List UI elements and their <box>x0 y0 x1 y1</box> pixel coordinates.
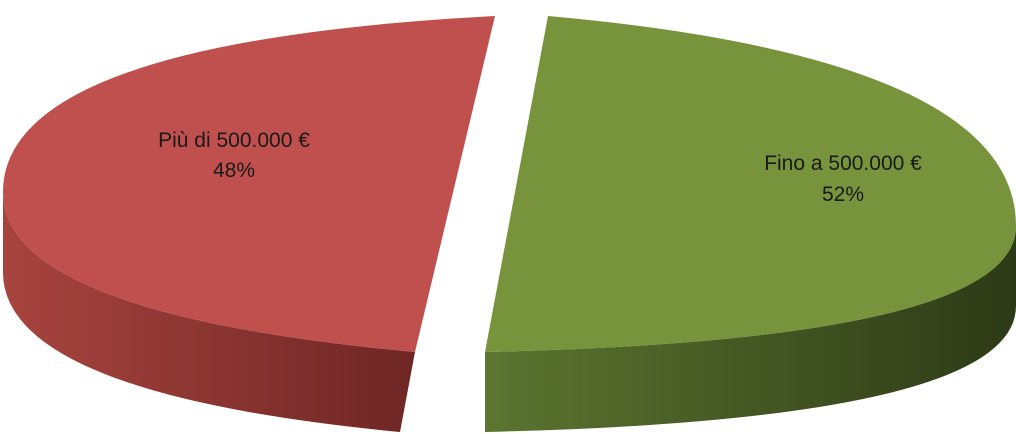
percent-more-than-500k: 48% <box>213 159 255 182</box>
slice-up-to-500k <box>485 16 1016 432</box>
percent-up-to-500k: 52% <box>822 183 864 206</box>
slice-more-than-500k <box>3 16 495 432</box>
slice-more-than-500k-side <box>3 192 415 432</box>
label-more-than-500k: Più di 500.000 € <box>158 129 310 152</box>
slice-more-than-500k-top <box>3 16 495 352</box>
label-up-to-500k: Fino a 500.000 € <box>764 152 922 175</box>
slice-up-to-500k-top <box>485 16 1016 352</box>
slice-up-to-500k-side <box>485 226 1016 432</box>
